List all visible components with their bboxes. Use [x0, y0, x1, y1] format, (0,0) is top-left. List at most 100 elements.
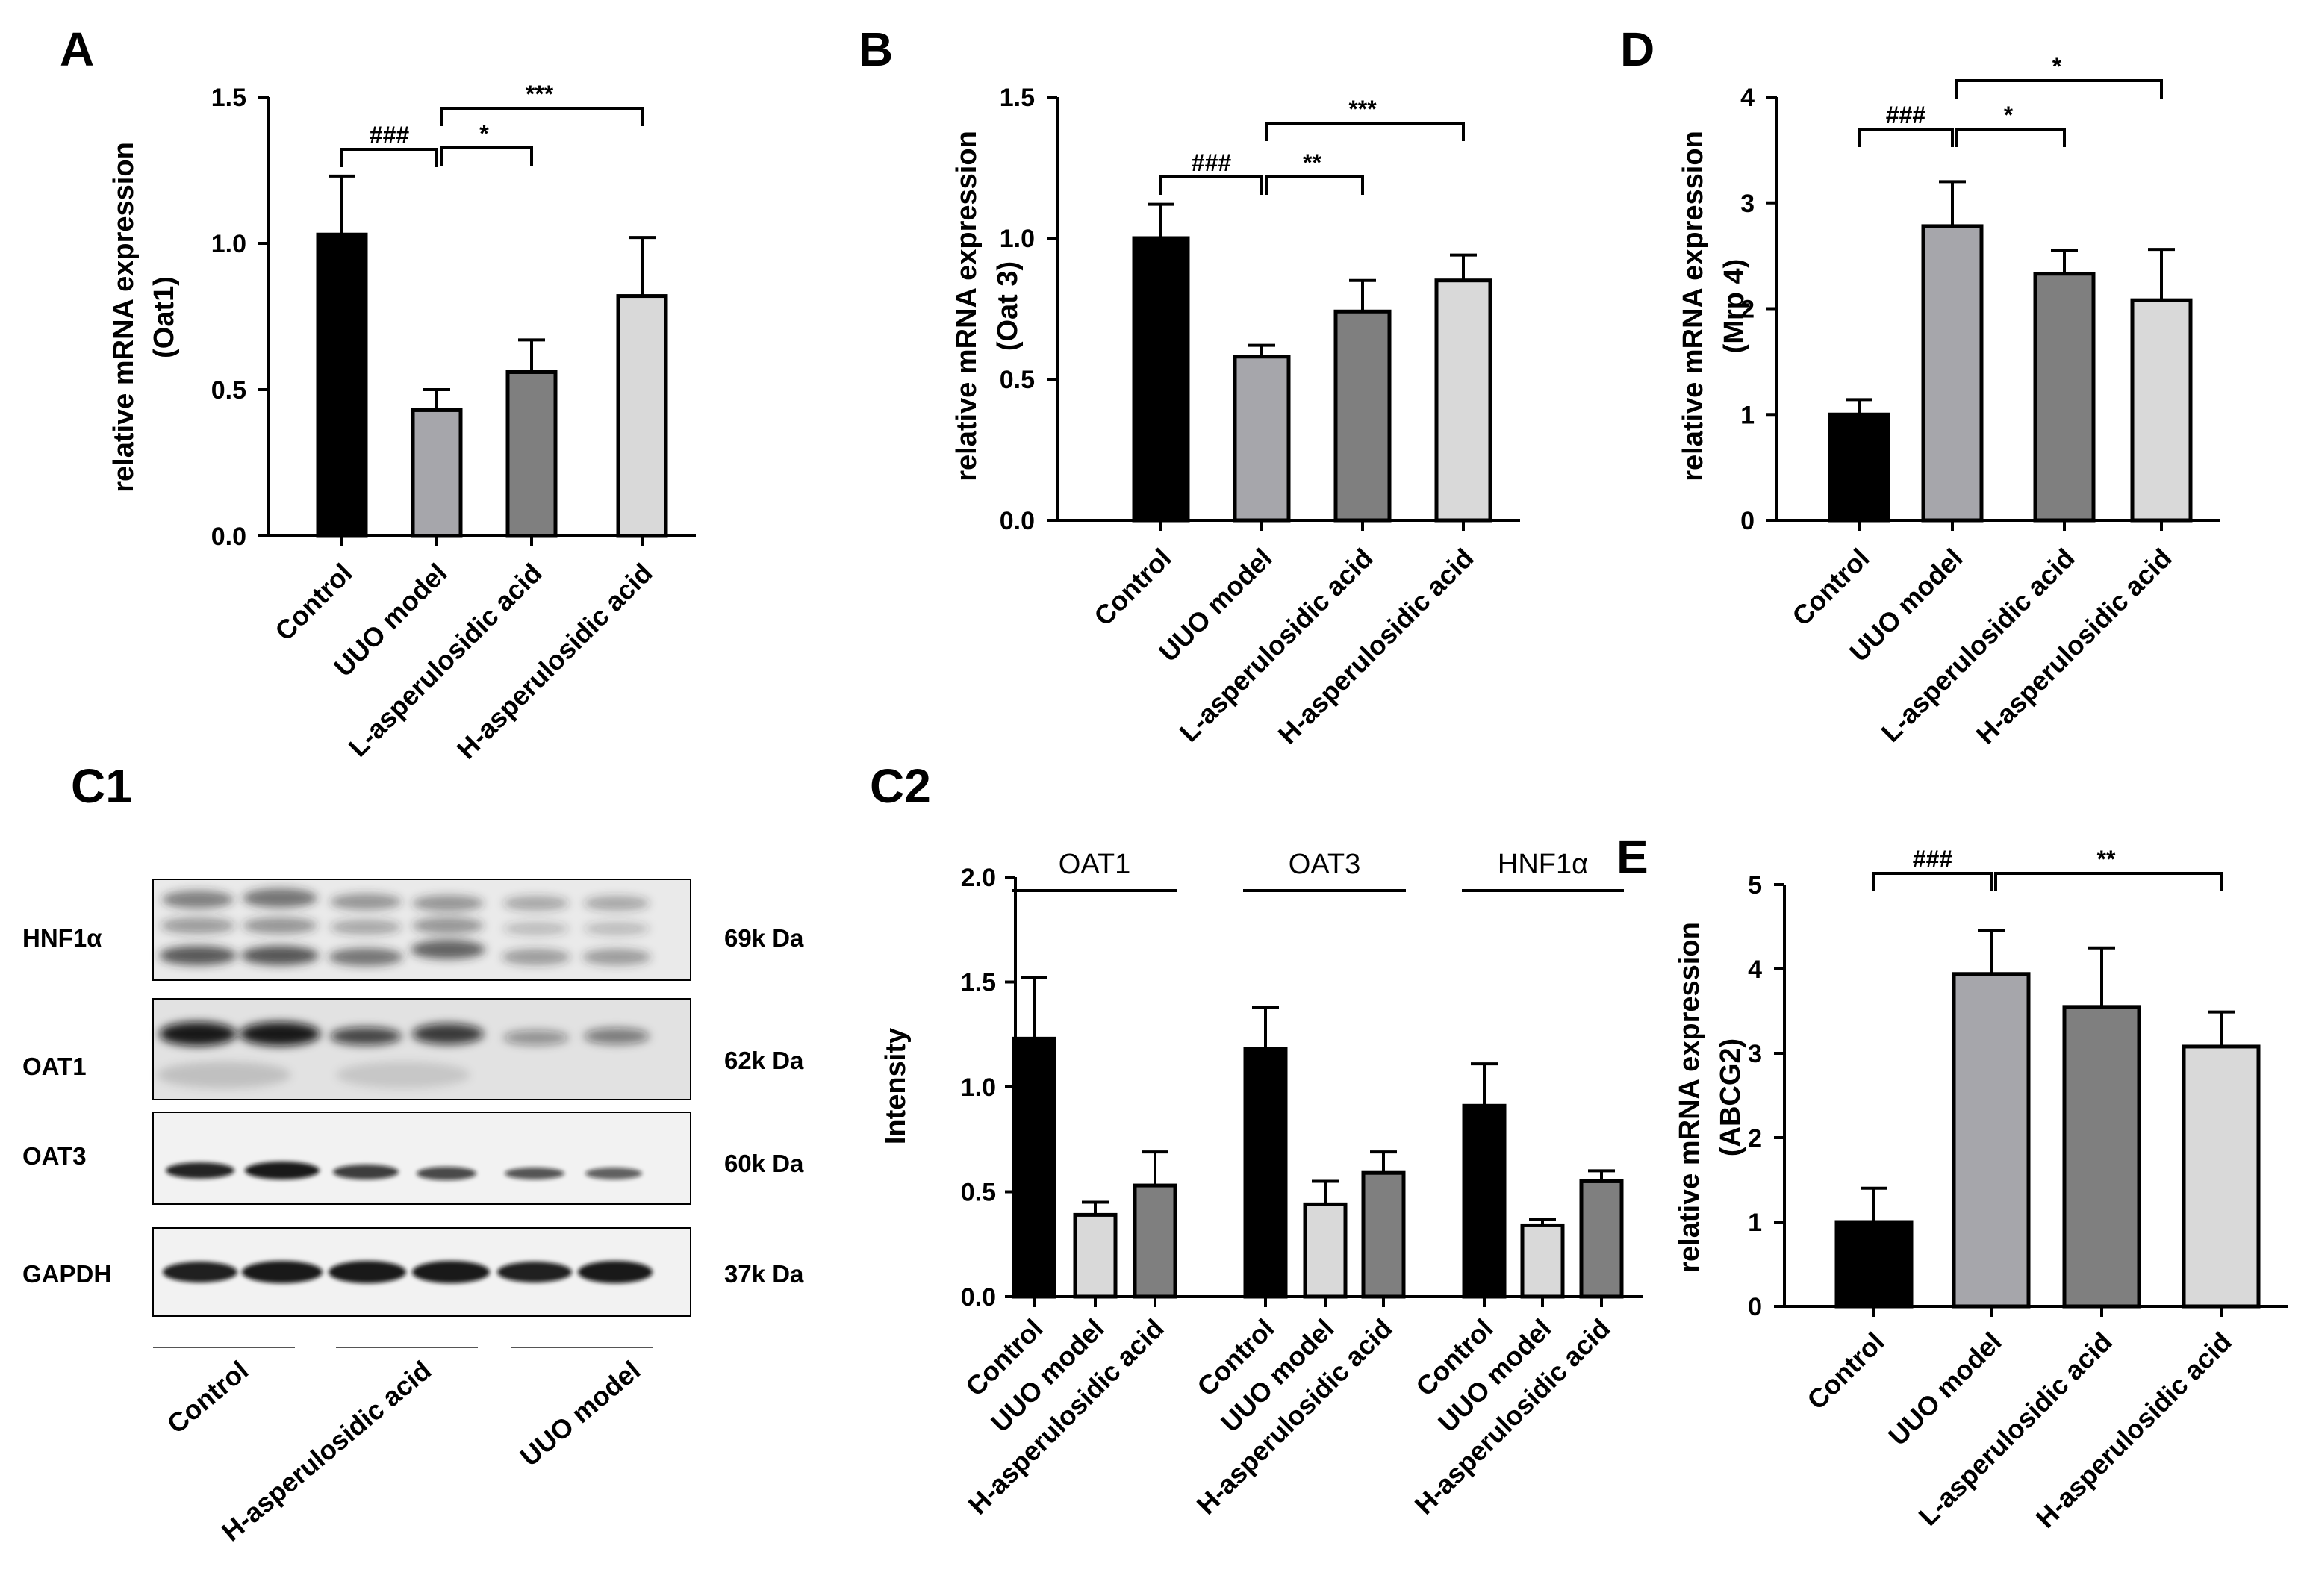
- bar-1-1: [1303, 1202, 1348, 1299]
- y-axis-label: relative mRNA expression: [951, 131, 983, 481]
- bar-3: [616, 294, 668, 538]
- x-tick-label: Control: [269, 558, 358, 646]
- significance-bracket: [440, 107, 644, 126]
- panel-letter-c1: C1: [71, 759, 132, 813]
- blot-protein-label-hnf1a: HNF1α: [22, 924, 102, 952]
- y-tick-label: 0: [1740, 507, 1755, 535]
- bar-1: [411, 408, 463, 538]
- y-tick-label: 4: [1748, 956, 1762, 984]
- y-tick-label: 0.0: [961, 1283, 996, 1312]
- blot-box-oat3: [152, 1112, 691, 1205]
- significance-bracket: [1858, 128, 1954, 147]
- significance-label: *: [479, 120, 489, 147]
- y-axis-label-unit: (ABCG2): [1715, 1038, 1746, 1156]
- y-tick-label: 0.5: [1000, 366, 1035, 394]
- blot-size-label-gapdh: 37k Da: [724, 1260, 804, 1288]
- blot-bands-gapdh: [163, 1261, 653, 1283]
- chart-b: 0.0 0.5 1.0 1.5 relative mRNA expression (Oat…: [951, 84, 1520, 750]
- y-tick-label: 0.0: [1000, 507, 1035, 535]
- group-label: OAT1: [1059, 849, 1130, 880]
- bar-3: [1434, 278, 1492, 523]
- bar-1: [1952, 972, 2031, 1309]
- panel-letter-d: D: [1620, 22, 1654, 76]
- significance-bracket: [1265, 122, 1465, 141]
- chart-e: 0 1 2 3 4 5 relative mRNA expression (ABCG2) Con…: [1674, 846, 2288, 1534]
- x-tick-label: H-asperulosidic acid: [451, 558, 659, 765]
- bar-2: [2062, 1005, 2141, 1309]
- bar-2-0: [1462, 1103, 1507, 1299]
- bar-1: [1921, 224, 1984, 523]
- bar-2: [1333, 309, 1392, 523]
- x-tick-label: L-asperulosidic acid: [343, 558, 548, 763]
- y-tick-label: 1.5: [961, 969, 996, 997]
- x-tick-label: L-asperulosidic acid: [1174, 543, 1379, 748]
- lane-group-label-high: H-asperulosidic acid: [216, 1355, 437, 1547]
- y-tick-label: 1.0: [961, 1073, 996, 1102]
- bar-0: [316, 232, 368, 538]
- significance-label: ***: [526, 81, 554, 107]
- y-tick-label: 3: [1748, 1040, 1762, 1068]
- y-axis-label: relative mRNA expression: [1678, 131, 1709, 481]
- panel-letter-a: A: [60, 22, 94, 76]
- bar-2-2: [1579, 1179, 1624, 1299]
- y-tick-label: 1.0: [1000, 225, 1035, 253]
- x-tick-label: H-asperulosidic acid: [1272, 543, 1480, 750]
- bar-3: [2182, 1044, 2261, 1309]
- y-axis-label-unit: (Mrp 4): [1719, 259, 1750, 354]
- x-tick-label: H-asperulosidic acid: [2030, 1327, 2238, 1534]
- bar-2: [505, 370, 558, 538]
- bar-0-1: [1073, 1212, 1118, 1299]
- y-tick-label: 2: [1740, 296, 1755, 324]
- significance-label: ###: [1192, 149, 1232, 176]
- bar-0-2: [1133, 1183, 1177, 1299]
- western-blot: HNF1α OAT1 OAT3 GAPDH 69k Da 62k Da 60k …: [22, 879, 804, 1547]
- y-axis-label: relative mRNA expression: [108, 142, 140, 493]
- significance-bracket: [1265, 175, 1364, 195]
- x-tick-label: Control: [1786, 543, 1875, 632]
- y-tick-label: 1.0: [211, 230, 246, 258]
- blot-bands-oat1: [157, 1022, 650, 1088]
- panel-letter-b: B: [859, 22, 893, 76]
- bar-0-0: [1012, 1036, 1056, 1299]
- blot-protein-label-oat3: OAT3: [22, 1142, 87, 1170]
- bar-0: [1828, 412, 1890, 523]
- x-tick-label: Control: [1801, 1327, 1890, 1415]
- y-tick-label: 0.5: [211, 376, 246, 405]
- y-tick-label: 0.5: [961, 1179, 996, 1207]
- y-axis-label: relative mRNA expression: [1674, 922, 1705, 1273]
- panel-letter-c2: C2: [870, 759, 931, 813]
- bar-1-0: [1243, 1047, 1288, 1299]
- lane-group-label-uuo: UUO model: [514, 1355, 647, 1472]
- significance-bracket: [1955, 79, 2163, 99]
- y-tick-label: 1.5: [1000, 84, 1035, 112]
- blot-protein-label-gapdh: GAPDH: [22, 1260, 111, 1288]
- x-tick-label: UUO model: [1882, 1327, 2008, 1452]
- bar-0: [1132, 236, 1190, 523]
- y-tick-label: 1.5: [211, 84, 246, 112]
- y-tick-label: 1: [1740, 401, 1755, 429]
- x-tick-label: L-asperulosidic acid: [1875, 543, 2081, 748]
- significance-label: *: [2052, 53, 2062, 80]
- y-axis-label: Intensity: [880, 1028, 912, 1144]
- significance-bracket: [440, 146, 533, 166]
- significance-bracket: [1159, 175, 1263, 195]
- blot-bands-hnf1a: [159, 888, 651, 966]
- significance-bracket: [340, 148, 438, 167]
- significance-label: *: [2004, 102, 2014, 128]
- significance-label: ###: [370, 122, 410, 149]
- y-tick-label: 3: [1740, 190, 1755, 218]
- bar-0: [1834, 1220, 1914, 1309]
- y-tick-label: 0.0: [211, 523, 246, 551]
- y-tick-label: 0: [1748, 1293, 1762, 1321]
- group-label: OAT3: [1289, 849, 1360, 880]
- blot-size-label-oat1: 62k Da: [724, 1047, 804, 1074]
- x-tick-label: Control: [1088, 543, 1177, 632]
- blot-protein-label-oat1: OAT1: [22, 1053, 87, 1080]
- blot-size-label-oat3: 60k Da: [724, 1150, 804, 1177]
- blot-bands-oat3: [166, 1162, 642, 1180]
- significance-bracket: [1994, 872, 2223, 891]
- y-tick-label: 2.0: [961, 864, 996, 892]
- significance-bracket: [1955, 128, 2066, 147]
